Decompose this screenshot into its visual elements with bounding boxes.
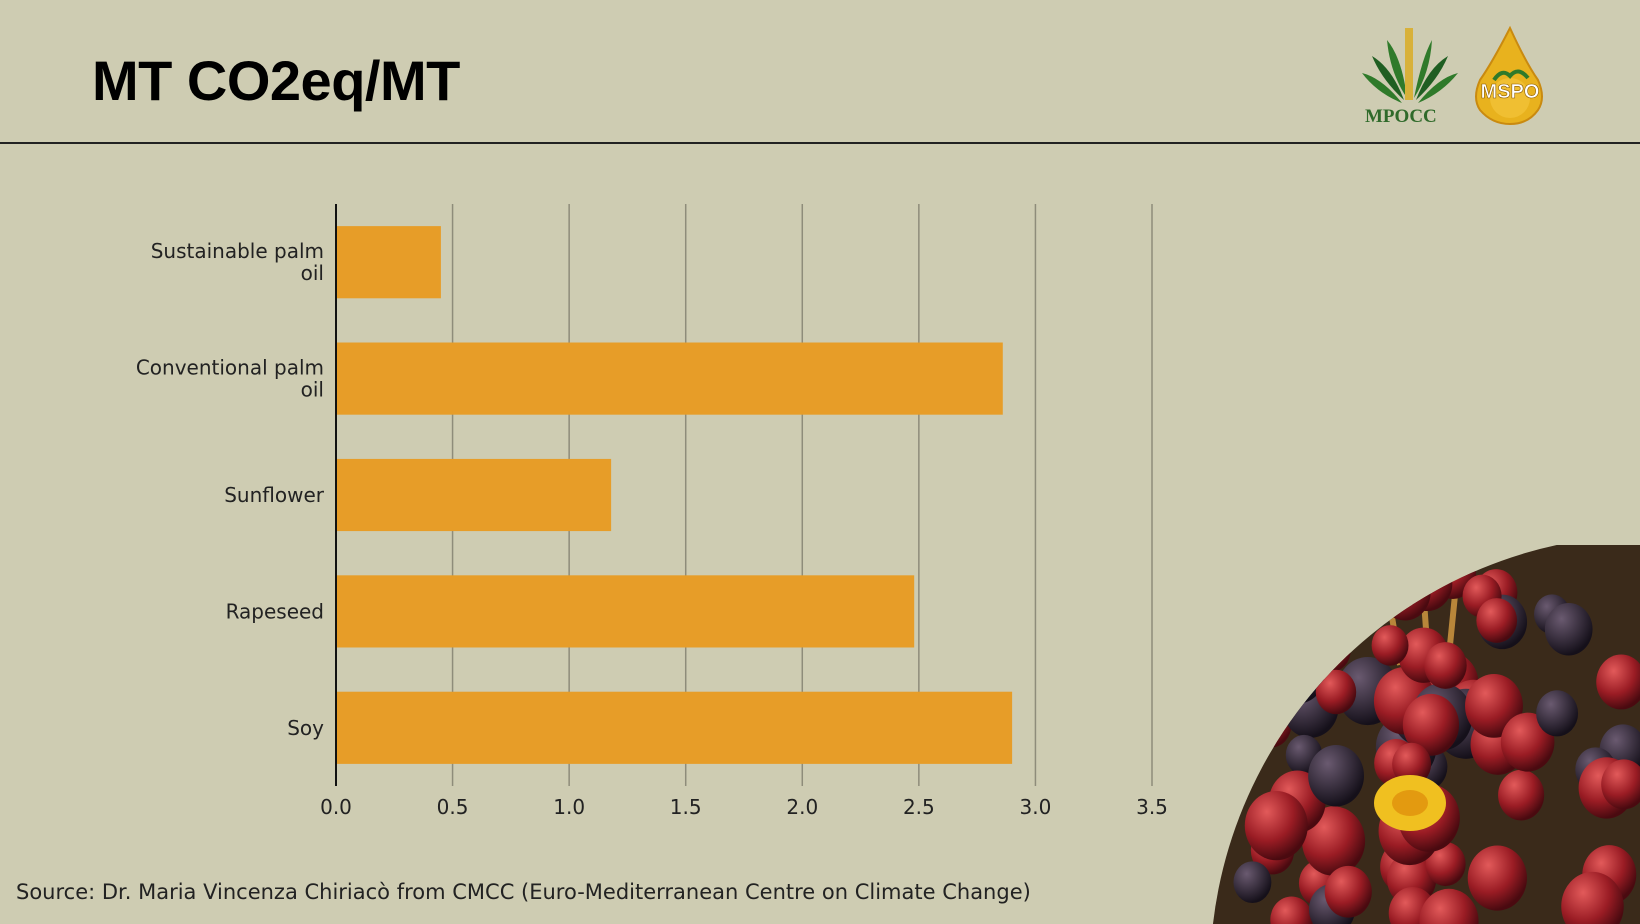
mspo-logo-text: MSPO [1481,81,1540,103]
mpocc-logo: MPOCC MSPO [1362,25,1543,127]
x-tick-label: 2.0 [786,795,818,819]
category-label: Soy [287,716,324,740]
bar-chart: Sustainable palm oil Conventional palm oil S… [136,204,1168,819]
category-label: Conventional palm oil [136,356,324,402]
logo-group: MPOCC MSPO [1352,18,1552,128]
category-label: Sustainable palm oil [151,239,324,285]
mpocc-logo-text: MPOCC [1365,106,1437,127]
x-tick-label: 0.0 [320,795,352,819]
x-tick-label: 3.5 [1136,795,1168,819]
page-title: MT CO2eq/MT [92,49,460,112]
palm-fruit-photo [1200,545,1640,924]
bars [336,226,1013,764]
gridlines [451,204,1153,786]
bar-sunflower [336,458,612,532]
x-tick-label: 0.5 [437,795,469,819]
bar-soy [336,691,1013,764]
x-tick-label: 2.5 [903,795,935,819]
source-note: Source: Dr. Maria Vincenza Chiriacò from… [16,880,1031,904]
x-tick-labels: 0.0 0.5 1.0 1.5 2.0 2.5 3.0 3.5 [320,795,1168,819]
header-divider [0,142,1640,144]
x-tick-label: 1.5 [670,795,702,819]
category-label: Sunflower [224,483,325,507]
x-tick-label: 3.0 [1020,795,1052,819]
bar-rapeseed [336,575,915,648]
category-labels: Sustainable palm oil Conventional palm oil S… [136,239,325,740]
x-tick-label: 1.0 [553,795,585,819]
bar-conventional-palm-oil [336,342,1003,415]
bar-sustainable-palm-oil [336,226,441,299]
category-label: Rapeseed [226,599,324,623]
